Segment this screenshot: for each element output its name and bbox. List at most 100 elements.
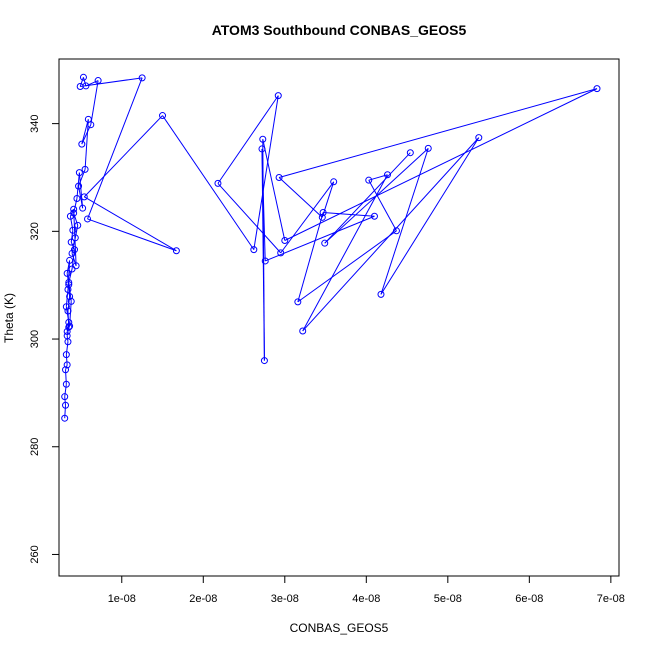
x-tick-label: 6e-08 <box>515 593 543 605</box>
data-point <box>475 134 483 142</box>
data-point <box>87 121 95 129</box>
series-segment <box>84 196 177 252</box>
data-point <box>65 318 73 326</box>
series-segment <box>302 137 480 332</box>
series-segment <box>64 405 67 419</box>
series-segment <box>302 174 388 332</box>
data-point <box>214 179 222 187</box>
data-point <box>330 178 338 186</box>
series-segment <box>68 268 73 283</box>
x-tick-label: 1e-08 <box>108 593 136 605</box>
data-point <box>318 213 326 221</box>
data-point <box>79 204 87 212</box>
data-point <box>370 212 378 220</box>
data-point <box>75 169 83 177</box>
data-point <box>277 249 285 257</box>
series-segment <box>65 341 69 355</box>
series-segment <box>278 88 598 178</box>
data-point <box>71 234 79 242</box>
data-point <box>406 149 414 157</box>
series-segment <box>87 218 177 252</box>
y-axis: 260 280 300 320 340 <box>29 114 60 564</box>
data-point <box>274 92 282 100</box>
data-point <box>299 327 307 335</box>
data-point <box>261 257 269 265</box>
x-tick-label: 7e-08 <box>597 593 625 605</box>
series-segment <box>162 115 255 250</box>
series-segment <box>81 124 92 145</box>
data-point <box>319 208 327 216</box>
series-segment <box>84 119 89 170</box>
data-point <box>63 332 71 340</box>
data-point <box>260 357 268 365</box>
data-point <box>61 414 69 422</box>
series-segment <box>79 77 84 87</box>
data-point <box>76 82 84 90</box>
series-segment <box>280 181 335 254</box>
series-segment <box>368 179 397 232</box>
series-segment <box>324 148 429 244</box>
data-point <box>63 269 71 277</box>
series-segment <box>70 230 74 243</box>
data-point <box>63 361 71 369</box>
data-point <box>365 176 373 184</box>
series-segment <box>90 80 99 125</box>
x-axis-label: CONBAS_GEOS5 <box>290 621 389 635</box>
series-segment <box>69 216 74 231</box>
series-segment <box>284 88 598 241</box>
data-point <box>70 209 78 217</box>
series-segment <box>261 148 266 261</box>
y-tick-label: 340 <box>29 114 41 132</box>
data-point <box>94 77 102 85</box>
data-point <box>67 297 75 305</box>
data-point <box>67 238 75 246</box>
data-point <box>172 247 180 255</box>
series-segment <box>65 354 68 365</box>
series-segment <box>64 396 67 406</box>
data-point <box>62 380 70 388</box>
series-segment <box>81 119 89 145</box>
data-point <box>258 145 266 153</box>
y-tick-label: 300 <box>29 330 41 348</box>
data-point <box>64 307 72 315</box>
x-tick-label: 3e-08 <box>271 593 299 605</box>
data-point <box>78 140 86 148</box>
data-point <box>62 401 70 409</box>
data-point <box>275 173 283 181</box>
data-point <box>81 165 89 173</box>
data-point <box>73 194 81 202</box>
series-segment <box>217 95 279 184</box>
data-point <box>66 322 74 330</box>
data-point <box>84 215 92 223</box>
series-segment <box>71 253 77 266</box>
series-segment <box>380 148 429 295</box>
data-point <box>68 249 76 257</box>
series-segment <box>261 148 265 361</box>
series-segment <box>380 137 480 295</box>
series-segment <box>253 95 279 250</box>
data-point <box>65 281 73 289</box>
data-point <box>66 292 74 300</box>
series-segment <box>78 186 84 209</box>
data-point <box>377 290 385 298</box>
data-point <box>65 323 73 331</box>
series-segment <box>70 241 75 250</box>
series-segment <box>78 172 84 209</box>
series-segment <box>69 301 72 327</box>
x-tick-label: 2e-08 <box>189 593 217 605</box>
data-point <box>259 135 267 143</box>
data-point <box>65 278 73 286</box>
series-segment <box>64 384 67 397</box>
y-tick-label: 320 <box>29 222 41 240</box>
data-point <box>75 182 83 190</box>
data-point <box>66 256 74 264</box>
data-point <box>424 144 432 152</box>
y-tick-label: 260 <box>29 545 41 563</box>
data-point <box>281 236 289 244</box>
data-point <box>321 239 329 247</box>
series-segment <box>297 212 324 303</box>
series-segment <box>73 198 78 214</box>
x-tick-label: 5e-08 <box>434 593 462 605</box>
data-point <box>61 393 69 401</box>
